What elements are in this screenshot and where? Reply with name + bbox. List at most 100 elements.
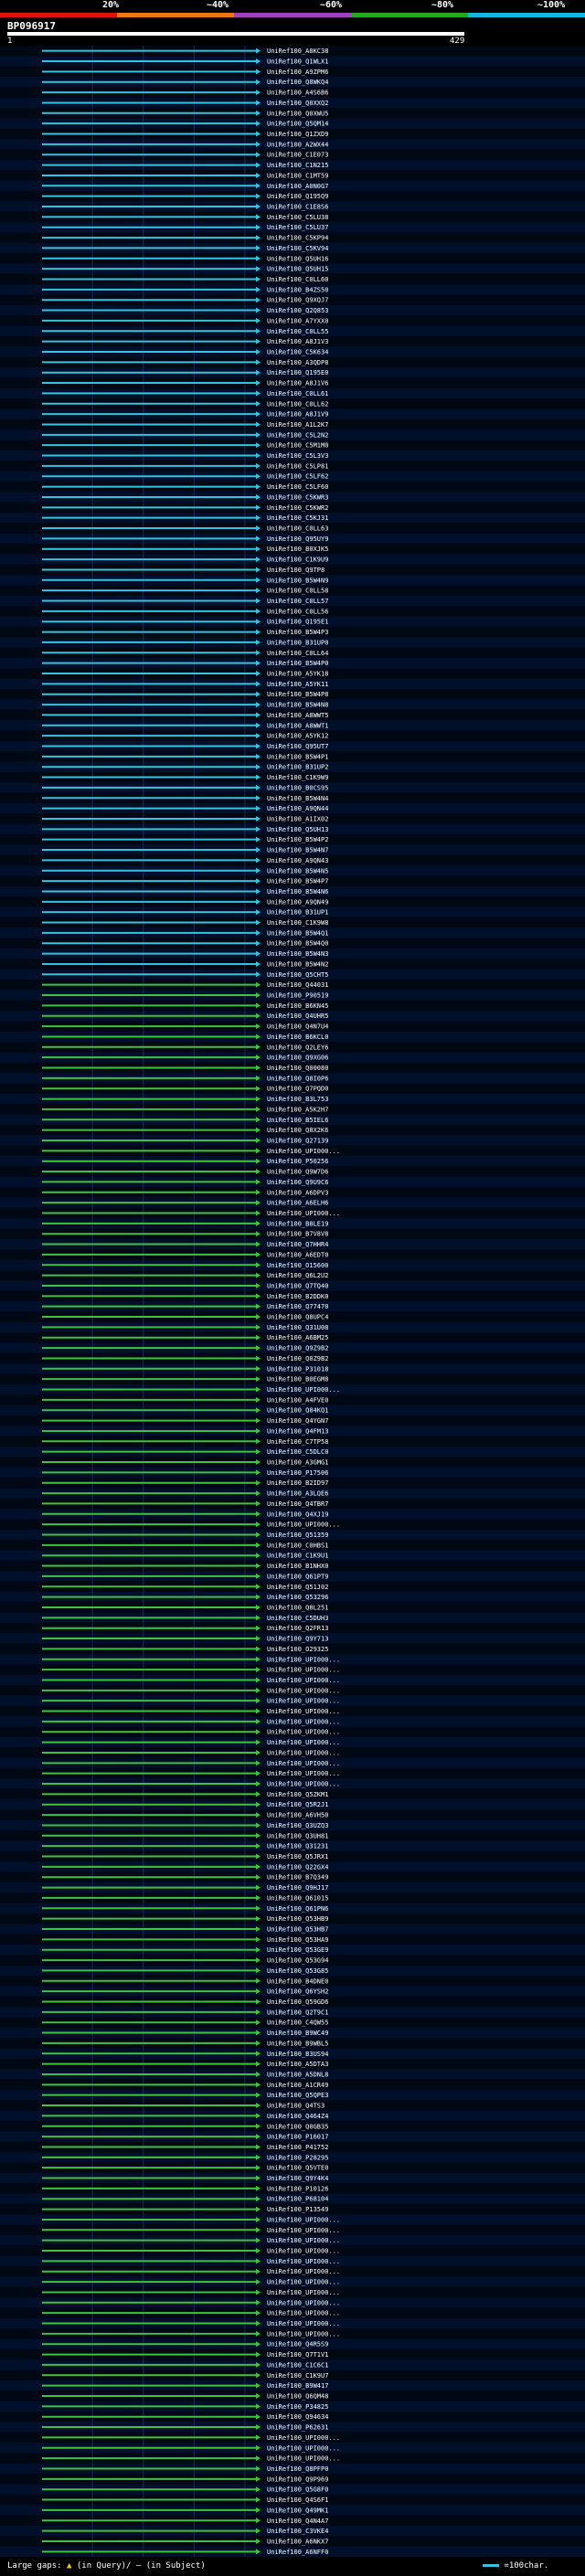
hit-label[interactable]: UniRef100_Q6L2U2 xyxy=(267,1272,328,1279)
hit-label[interactable]: UniRef100_A8WWT5 xyxy=(267,712,328,719)
hit-label[interactable]: UniRef100_A2WX44 xyxy=(267,141,328,148)
hit-label[interactable]: UniRef100_Q195Q9 xyxy=(267,193,328,200)
hit-label[interactable]: UniRef100_A6NFF0 xyxy=(267,2549,328,2556)
hit-label[interactable]: UniRef100_O15600 xyxy=(267,1262,328,1269)
hit-label[interactable]: UniRef100_P17506 xyxy=(267,1469,328,1477)
hit-label[interactable]: UniRef100_Q9TP8 xyxy=(267,567,324,574)
hit-label[interactable]: UniRef100_Q51359 xyxy=(267,1532,328,1539)
hit-label[interactable]: UniRef100_C1K9U1 xyxy=(267,1553,328,1560)
hit-label[interactable]: UniRef100_C5L2N2 xyxy=(267,431,328,439)
hit-label[interactable]: UniRef100_C0LL64 xyxy=(267,650,328,657)
hit-label[interactable]: UniRef100_Q5UH16 xyxy=(267,255,328,262)
hit-label[interactable]: UniRef100_A4FVE0 xyxy=(267,1396,328,1404)
hit-label[interactable]: UniRef100_B5W4N3 xyxy=(267,950,328,958)
hit-label[interactable]: UniRef100_A6EDT0 xyxy=(267,1251,328,1258)
hit-label[interactable]: UniRef100_Q53G94 xyxy=(267,1957,328,1965)
hit-label[interactable]: UniRef100_UPI000... xyxy=(267,1386,340,1394)
hit-label[interactable]: UniRef100_A5YK18 xyxy=(267,671,328,678)
hit-label[interactable]: UniRef100_Q4UHR5 xyxy=(267,1012,328,1020)
hit-label[interactable]: UniRef100_Q95UT7 xyxy=(267,743,328,750)
hit-label[interactable]: UniRef100_UPI000... xyxy=(267,1749,340,1756)
hit-label[interactable]: UniRef100_Q8PFP0 xyxy=(267,2465,328,2473)
hit-label[interactable]: UniRef100_C0LL57 xyxy=(267,598,328,605)
hit-label[interactable]: UniRef100_Q5R2J1 xyxy=(267,1801,328,1808)
hit-label[interactable]: UniRef100_Q31231 xyxy=(267,1843,328,1850)
hit-label[interactable]: UniRef100_Q95UY9 xyxy=(267,535,328,543)
hit-label[interactable]: UniRef100_A6ELH6 xyxy=(267,1200,328,1207)
hit-label[interactable]: UniRef100_Q8L251 xyxy=(267,1604,328,1611)
hit-label[interactable]: UniRef100_Q31U08 xyxy=(267,1324,328,1331)
hit-label[interactable]: UniRef100_UPI000... xyxy=(267,1667,340,1674)
hit-label[interactable]: UniRef100_B5W4P7 xyxy=(267,878,328,885)
hit-label[interactable]: UniRef100_Q22GX4 xyxy=(267,1863,328,1871)
hit-label[interactable]: UniRef100_P10126 xyxy=(267,2185,328,2192)
hit-label[interactable]: UniRef100_Q59GD6 xyxy=(267,1998,328,2006)
hit-label[interactable]: UniRef100_C5KWR3 xyxy=(267,493,328,501)
hit-label[interactable]: UniRef100_UPI000... xyxy=(267,1760,340,1767)
hit-label[interactable]: UniRef100_Q53GE9 xyxy=(267,1946,328,1954)
hit-label[interactable]: UniRef100_A4S6B6 xyxy=(267,90,328,97)
hit-label[interactable]: UniRef100_Q0Z9B2 xyxy=(267,1355,328,1362)
hit-label[interactable]: UniRef100_C5DLC0 xyxy=(267,1448,328,1456)
hit-label[interactable]: UniRef100_B5W4N5 xyxy=(267,867,328,875)
hit-label[interactable]: UniRef100_A5DNL8 xyxy=(267,2071,328,2078)
hit-label[interactable]: UniRef100_Q5VTE0 xyxy=(267,2165,328,2172)
hit-label[interactable]: UniRef100_A8J1V3 xyxy=(267,338,328,345)
hit-label[interactable]: UniRef100_UPI000... xyxy=(267,2268,340,2275)
hit-label[interactable]: UniRef100_Q9XQJ7 xyxy=(267,297,328,304)
hit-label[interactable]: UniRef100_B1NHX0 xyxy=(267,1563,328,1570)
hit-label[interactable]: UniRef100_B5W4N4 xyxy=(267,795,328,802)
hit-label[interactable]: UniRef100_Q5CHT5 xyxy=(267,971,328,979)
hit-label[interactable]: UniRef100_Q9U9C6 xyxy=(267,1179,328,1186)
hit-label[interactable]: UniRef100_Q195E1 xyxy=(267,619,328,626)
hit-label[interactable]: UniRef100_A7YXX0 xyxy=(267,317,328,324)
hit-label[interactable]: UniRef100_Q0XXQ2 xyxy=(267,100,328,107)
hit-label[interactable]: UniRef100_B9WC49 xyxy=(267,2030,328,2037)
hit-label[interactable]: UniRef100_Q5UH13 xyxy=(267,826,328,833)
hit-label[interactable]: UniRef100_Q6YSH2 xyxy=(267,1988,328,1996)
hit-label[interactable]: UniRef100_Q53296 xyxy=(267,1594,328,1601)
hit-label[interactable]: UniRef100_C5LU37 xyxy=(267,224,328,231)
hit-label[interactable]: UniRef100_A1CR49 xyxy=(267,2082,328,2089)
hit-label[interactable]: UniRef100_Q4N7U4 xyxy=(267,1023,328,1031)
hit-label[interactable]: UniRef100_Q4N4A7 xyxy=(267,2518,328,2525)
hit-label[interactable]: UniRef100_C0LL61 xyxy=(267,390,328,398)
hit-label[interactable]: UniRef100_Q94634 xyxy=(267,2413,328,2421)
hit-label[interactable]: UniRef100_Q5JRX1 xyxy=(267,1853,328,1860)
hit-label[interactable]: UniRef100_Q7PQD0 xyxy=(267,1086,328,1093)
hit-label[interactable]: UniRef100_Q53HA9 xyxy=(267,1936,328,1944)
hit-label[interactable]: UniRef100_Q7T1V1 xyxy=(267,2351,328,2359)
hit-label[interactable]: UniRef100_B0XJK5 xyxy=(267,546,328,553)
hit-label[interactable]: UniRef100_Q4FM13 xyxy=(267,1427,328,1435)
hit-label[interactable]: UniRef100_UPI000... xyxy=(267,2289,340,2296)
hit-label[interactable]: UniRef100_C5KV94 xyxy=(267,245,328,252)
hit-label[interactable]: UniRef100_UPI000... xyxy=(267,2444,340,2452)
hit-label[interactable]: UniRef100_Q44031 xyxy=(267,981,328,989)
hit-label[interactable]: UniRef100_C5LU38 xyxy=(267,214,328,221)
hit-label[interactable]: UniRef100_Q00080 xyxy=(267,1065,328,1072)
hit-label[interactable]: UniRef100_C0LL55 xyxy=(267,328,328,335)
hit-label[interactable]: UniRef100_UPI000... xyxy=(267,2216,340,2223)
hit-label[interactable]: UniRef100_B5W4P0 xyxy=(267,660,328,667)
hit-label[interactable]: UniRef100_B9W417 xyxy=(267,2382,328,2390)
hit-label[interactable]: UniRef100_Q9Z9B2 xyxy=(267,1345,328,1352)
hit-label[interactable]: UniRef100_A9QN44 xyxy=(267,805,328,812)
hit-label[interactable]: UniRef100_Q53G85 xyxy=(267,1967,328,1975)
hit-label[interactable]: UniRef100_O29325 xyxy=(267,1646,328,1653)
hit-label[interactable]: UniRef100_C5LF62 xyxy=(267,473,328,481)
hit-label[interactable]: UniRef100_Q8X2K6 xyxy=(267,1127,328,1134)
hit-label[interactable]: UniRef100_Q4R5S9 xyxy=(267,2341,328,2348)
hit-label[interactable]: UniRef100_C0LL62 xyxy=(267,400,328,408)
hit-label[interactable]: UniRef100_UPI000... xyxy=(267,1708,340,1715)
hit-label[interactable]: UniRef100_C5LP81 xyxy=(267,462,328,470)
hit-label[interactable]: UniRef100_P50256 xyxy=(267,1158,328,1165)
hit-label[interactable]: UniRef100_A8J1V6 xyxy=(267,380,328,387)
hit-label[interactable]: UniRef100_Q1WLX1 xyxy=(267,58,328,66)
hit-label[interactable]: UniRef100_C7TP58 xyxy=(267,1438,328,1446)
hit-label[interactable]: UniRef100_A6VH50 xyxy=(267,1812,328,1819)
hit-label[interactable]: UniRef100_B31UP2 xyxy=(267,764,328,771)
hit-label[interactable]: UniRef100_UPI000... xyxy=(267,2279,340,2286)
hit-label[interactable]: UniRef100_C5M1M0 xyxy=(267,442,328,450)
hit-label[interactable]: UniRef100_B5W4N2 xyxy=(267,960,328,968)
hit-label[interactable]: UniRef100_B5W4N8 xyxy=(267,702,328,709)
